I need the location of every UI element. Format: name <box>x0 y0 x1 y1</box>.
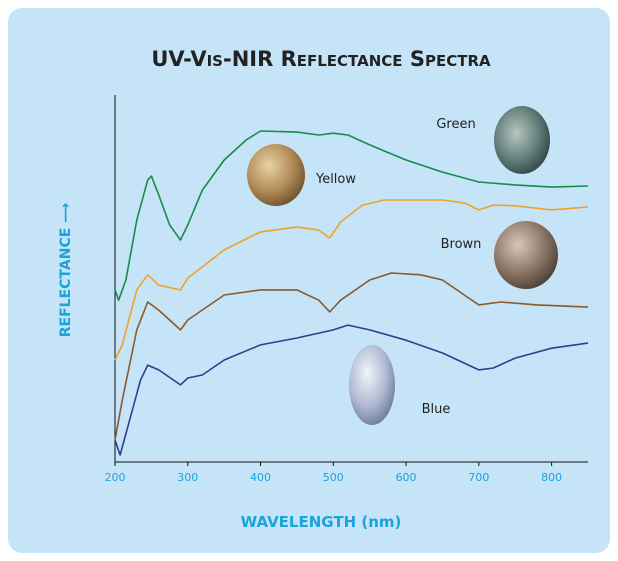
series-line <box>114 199 589 361</box>
x-tick-label: 600 <box>396 471 417 484</box>
chart-title: UV-Vis-NIR Reflectance Spectra <box>151 47 491 71</box>
x-tick-label: 300 <box>177 471 198 484</box>
series-label: Yellow <box>315 172 356 187</box>
series-line <box>114 272 589 441</box>
series-label: Brown <box>441 237 482 252</box>
series-line <box>114 130 589 301</box>
pearl-image <box>349 345 395 425</box>
x-tick-label: 700 <box>468 471 489 484</box>
series-line <box>114 324 589 456</box>
x-tick-label: 200 <box>105 471 126 484</box>
pearl-image <box>247 144 305 206</box>
pearl-image <box>494 221 558 289</box>
series-label: Green <box>436 117 475 132</box>
x-tick-label: 800 <box>541 471 562 484</box>
panel <box>8 8 610 553</box>
y-axis-label: REFLECTANCE ⟶ <box>58 203 74 337</box>
series-label: Blue <box>422 402 451 417</box>
x-axis-label: WAVELENGTH (nm) <box>241 513 402 531</box>
pearl-image <box>494 106 550 174</box>
x-tick-label: 500 <box>323 471 344 484</box>
x-tick-label: 400 <box>250 471 271 484</box>
